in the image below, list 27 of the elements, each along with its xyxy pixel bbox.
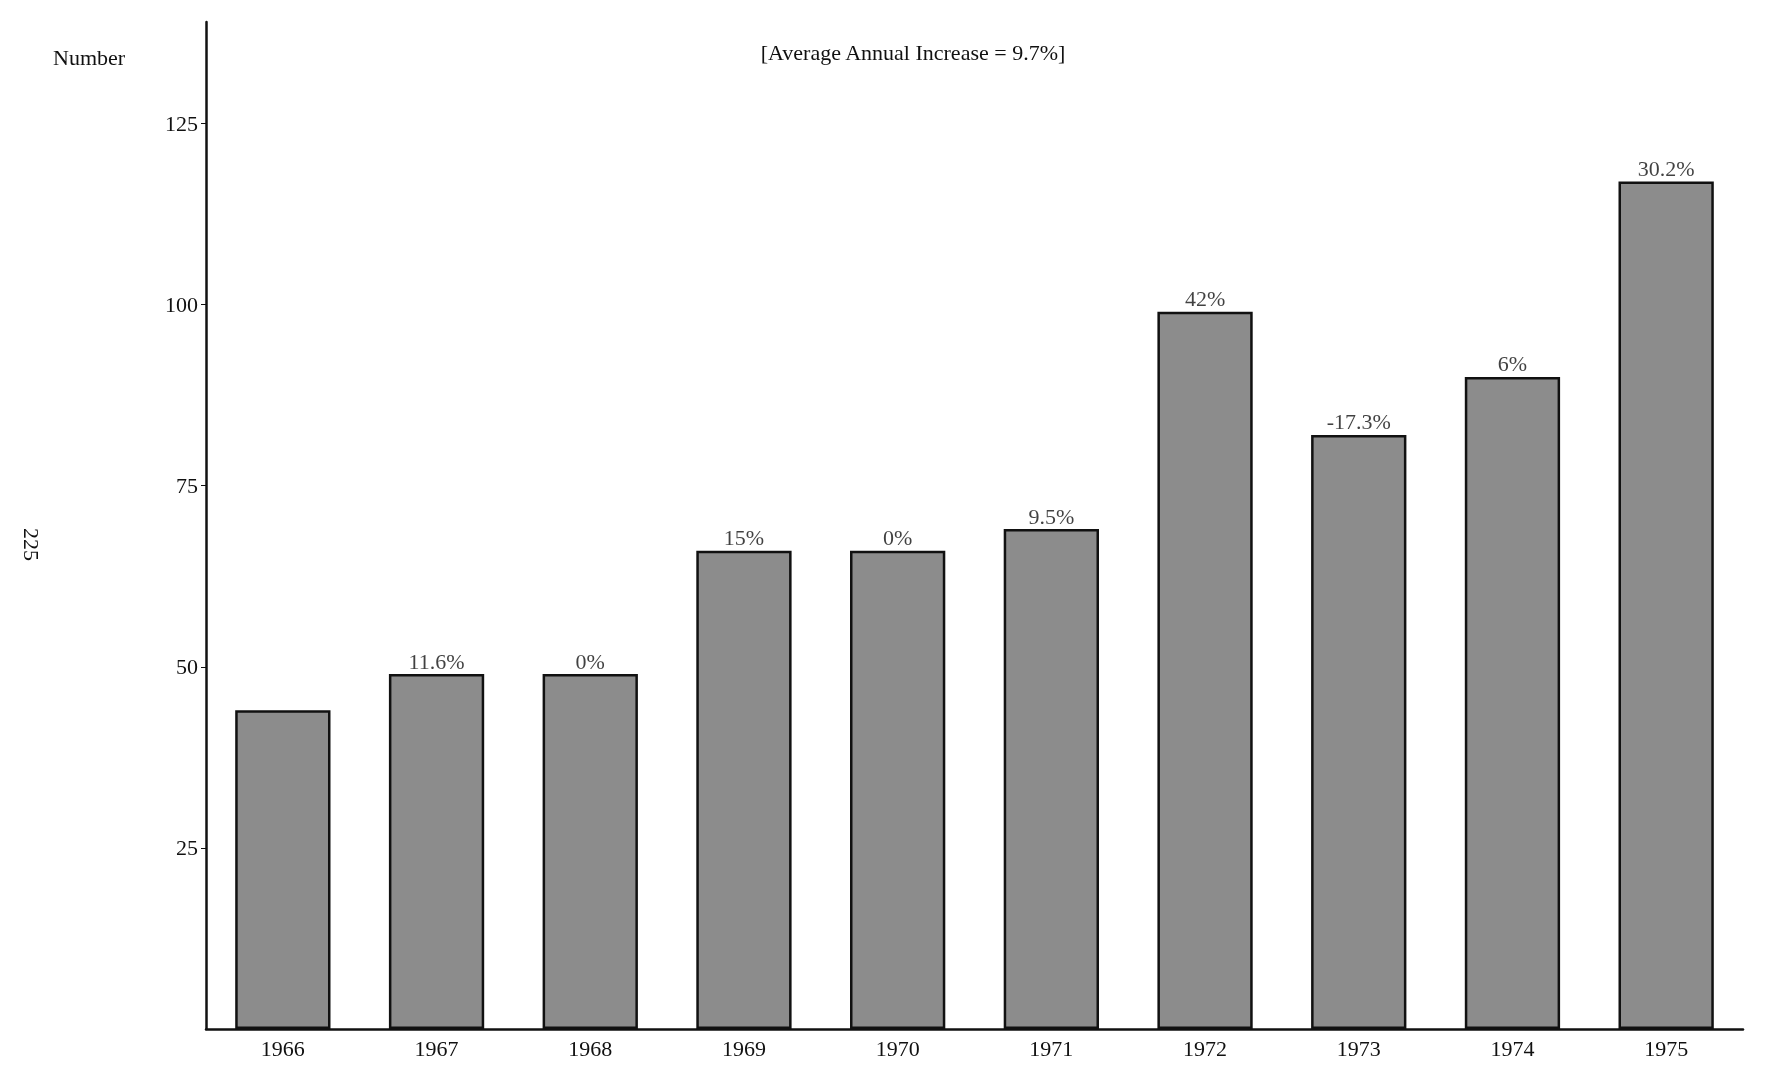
y-axis-title: Number xyxy=(53,44,126,70)
x-tick-label: 1970 xyxy=(875,1035,920,1061)
annotation: 9.5% xyxy=(1028,503,1075,529)
y-tick-label: 100 xyxy=(165,292,198,318)
annotation: 0% xyxy=(882,525,913,551)
y-tick-label: 75 xyxy=(176,473,198,499)
x-tick-label: 1969 xyxy=(721,1035,766,1061)
x-tick-label: 1973 xyxy=(1336,1035,1381,1061)
x-tick-label: 1966 xyxy=(260,1035,305,1061)
annotation: 6% xyxy=(1497,351,1528,377)
x-tick-label: 1971 xyxy=(1029,1035,1074,1061)
x-tick-label: 1967 xyxy=(414,1035,459,1061)
annotation: 0% xyxy=(575,648,605,674)
x-tick-label: 1975 xyxy=(1644,1035,1689,1061)
annotation: 15% xyxy=(723,525,765,551)
text: 225 xyxy=(18,528,44,561)
y-tick-label: 125 xyxy=(165,110,198,136)
annotation: 30.2% xyxy=(1637,155,1695,181)
text: [Average Annual Increase = 9.7%] xyxy=(760,39,1066,65)
x-tick-label: 1968 xyxy=(568,1035,613,1061)
annotation: 11.6% xyxy=(408,648,465,674)
annotation: -17.3% xyxy=(1326,409,1391,435)
annotation: 42% xyxy=(1184,286,1226,312)
x-tick-label: 1972 xyxy=(1183,1035,1228,1061)
y-tick-label: 25 xyxy=(176,835,198,861)
y-tick-label: 50 xyxy=(176,654,198,680)
x-tick-label: 1974 xyxy=(1490,1035,1535,1061)
